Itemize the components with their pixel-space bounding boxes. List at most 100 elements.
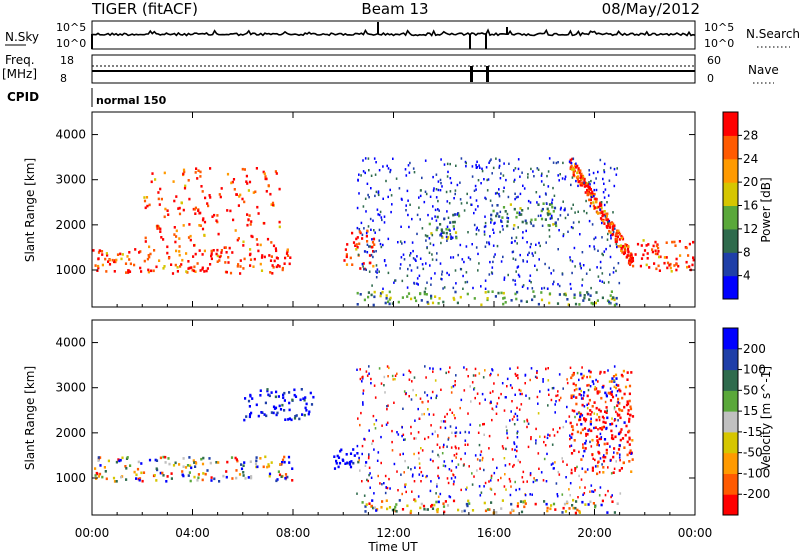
range-cell bbox=[128, 270, 132, 273]
range-cell bbox=[486, 189, 489, 192]
range-cell bbox=[199, 269, 202, 272]
range-cell bbox=[465, 245, 468, 248]
range-cell bbox=[94, 474, 97, 477]
range-cell bbox=[312, 395, 315, 399]
range-cell bbox=[291, 398, 294, 402]
range-cell bbox=[418, 417, 421, 420]
range-cell bbox=[642, 239, 645, 242]
range-cell bbox=[526, 480, 528, 483]
range-cell bbox=[551, 443, 554, 446]
range-cell bbox=[592, 502, 595, 505]
range-cell bbox=[514, 393, 516, 396]
range-cell bbox=[548, 393, 550, 396]
range-cell bbox=[343, 259, 346, 262]
range-cell bbox=[506, 220, 509, 223]
range-cell bbox=[370, 228, 372, 231]
range-cell bbox=[514, 480, 516, 484]
range-cell bbox=[510, 485, 512, 488]
range-cell bbox=[185, 252, 188, 255]
range-cell bbox=[370, 174, 373, 177]
range-cell bbox=[576, 171, 579, 175]
range-cell bbox=[388, 290, 391, 294]
range-cell bbox=[509, 511, 512, 515]
range-cell bbox=[478, 164, 480, 167]
range-cell bbox=[450, 391, 453, 394]
range-cell bbox=[491, 418, 493, 422]
range-cell bbox=[278, 187, 281, 191]
range-cell bbox=[98, 249, 101, 252]
range-cell bbox=[413, 437, 415, 440]
range-cell bbox=[445, 190, 448, 194]
range-cell bbox=[515, 236, 518, 239]
range-cell bbox=[589, 268, 591, 271]
range-cell bbox=[504, 473, 506, 476]
range-cell bbox=[446, 237, 449, 241]
range-cell bbox=[620, 236, 623, 240]
range-cell bbox=[167, 256, 171, 260]
range-cell bbox=[143, 196, 146, 199]
range-cell bbox=[624, 243, 627, 246]
range-cell bbox=[536, 370, 538, 373]
range-cell bbox=[271, 272, 274, 275]
range-cell bbox=[562, 233, 565, 236]
range-cell bbox=[478, 372, 481, 375]
range-cell bbox=[406, 504, 409, 508]
range-cell bbox=[516, 418, 519, 421]
range-cell bbox=[481, 392, 484, 396]
range-cell bbox=[561, 273, 564, 276]
range-cell bbox=[600, 436, 603, 439]
range-cell bbox=[490, 474, 493, 478]
range-cell bbox=[480, 450, 483, 453]
range-cell bbox=[508, 477, 511, 481]
range-cell bbox=[173, 226, 176, 229]
range-cell bbox=[420, 447, 422, 450]
range-cell bbox=[555, 482, 558, 485]
range-cell bbox=[367, 193, 369, 197]
range-cell bbox=[393, 401, 395, 404]
range-cell bbox=[609, 294, 612, 297]
range-cell bbox=[467, 443, 469, 446]
range-cell bbox=[627, 409, 630, 412]
range-cell bbox=[593, 237, 595, 241]
range-cell bbox=[604, 391, 607, 395]
range-cell bbox=[620, 467, 623, 470]
range-cell bbox=[213, 477, 216, 481]
range-cell bbox=[626, 453, 629, 457]
range-cell bbox=[477, 179, 480, 182]
range-cell bbox=[535, 427, 537, 431]
range-cell bbox=[600, 503, 603, 507]
range-cell bbox=[433, 187, 435, 190]
range-cell bbox=[442, 464, 445, 467]
range-cell bbox=[571, 271, 573, 275]
range-cell bbox=[288, 408, 291, 412]
range-cell bbox=[570, 436, 573, 439]
range-cell bbox=[491, 369, 494, 372]
range-cell bbox=[301, 413, 304, 416]
range-cell bbox=[361, 444, 364, 448]
range-cell bbox=[484, 509, 488, 513]
range-cell bbox=[103, 466, 106, 469]
range-cell bbox=[629, 405, 632, 409]
range-cell bbox=[589, 413, 592, 416]
range-cell bbox=[521, 209, 524, 212]
y-tick-label: 4000 bbox=[55, 336, 86, 350]
range-cell bbox=[630, 371, 633, 374]
range-cell bbox=[99, 464, 102, 467]
range-cell bbox=[363, 268, 365, 271]
range-cell bbox=[593, 412, 596, 415]
range-cell bbox=[476, 392, 479, 395]
cpid-panel: CPID normal 150 bbox=[7, 88, 167, 107]
range-cell bbox=[358, 456, 360, 460]
range-cell bbox=[505, 396, 507, 399]
range-cell bbox=[595, 418, 598, 422]
range-cell bbox=[429, 489, 432, 493]
range-cell bbox=[113, 270, 116, 273]
range-cell bbox=[366, 240, 369, 243]
range-cell bbox=[603, 162, 606, 166]
range-cell bbox=[577, 184, 579, 188]
range-cell bbox=[555, 394, 557, 398]
range-cell bbox=[583, 296, 586, 300]
range-cell bbox=[608, 179, 611, 182]
range-cell bbox=[399, 453, 401, 456]
range-cell bbox=[523, 499, 526, 503]
